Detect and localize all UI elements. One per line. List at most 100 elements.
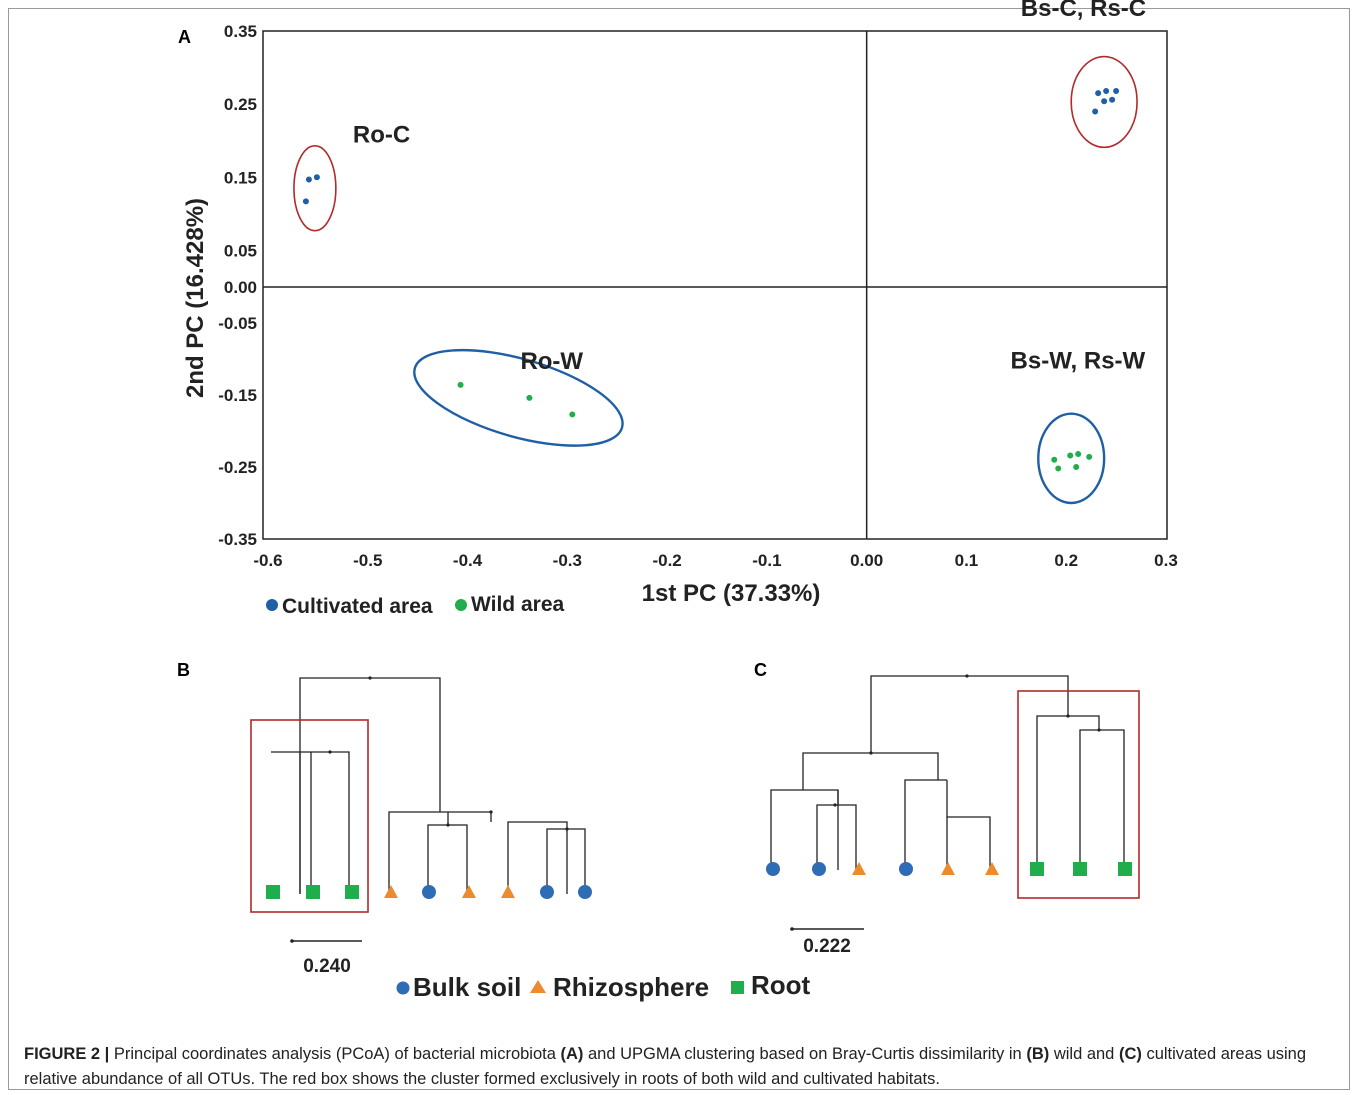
leaf-bulk-soil-marker xyxy=(899,862,913,876)
data-point xyxy=(1067,452,1074,459)
cluster-ellipse xyxy=(1037,412,1106,505)
cluster-labels: Ro-C Bs-C, Rs-C Ro-W Bs-W, Rs-W xyxy=(353,0,1146,375)
leaf-rhizosphere-marker xyxy=(384,885,398,898)
dendrogram-branch xyxy=(300,751,350,894)
legend-root-marker xyxy=(731,981,744,994)
data-point xyxy=(1092,108,1099,115)
legend-bulk-soil-label: Bulk soil xyxy=(413,972,521,1002)
data-point xyxy=(1086,453,1093,460)
dendrogram-node xyxy=(833,803,837,807)
leaf-bulk-soil-marker xyxy=(766,862,780,876)
dendrogram-branch xyxy=(546,828,586,894)
cluster-label: Ro-C xyxy=(353,121,410,148)
dendrogram-legend: Bulk soil Rhizosphere Root xyxy=(396,970,811,1002)
cluster-ellipse xyxy=(1070,55,1138,149)
data-point xyxy=(305,176,312,183)
data-point xyxy=(1073,464,1080,470)
y-tick-label: 0.05 xyxy=(224,241,257,260)
dendrogram-branch xyxy=(271,751,301,894)
leaf-bulk-soil-marker xyxy=(540,885,554,899)
legend-rhizosphere-marker xyxy=(530,980,546,993)
dendrogram-node xyxy=(965,674,969,678)
panel-a-letter: A xyxy=(178,27,191,47)
dendrogram-b-branches xyxy=(271,676,586,894)
y-tick-label: -0.25 xyxy=(218,458,257,477)
dendrogram-branch xyxy=(870,675,1069,753)
scale-label-c: 0.222 xyxy=(803,936,851,957)
x-tick-label: 0.2 xyxy=(1054,551,1078,570)
caption-text-4: cultivated areas using relative abundanc… xyxy=(24,1045,1307,1088)
y-tick-label: -0.05 xyxy=(218,314,257,333)
data-point xyxy=(1113,87,1120,94)
data-point xyxy=(569,411,576,418)
caption-text-1: Principal coordinates analysis (PCoA) of… xyxy=(109,1045,561,1063)
dendrogram-node xyxy=(446,823,450,827)
dendrogram-c-branches xyxy=(770,674,1125,870)
dendrogram-c-leaves xyxy=(766,862,1132,876)
data-point xyxy=(457,381,464,388)
leaf-rhizosphere-marker xyxy=(462,885,476,898)
panel-b-letter: B xyxy=(177,660,190,680)
dendrogram-branch xyxy=(802,752,939,790)
dendrogram-branch xyxy=(946,816,991,870)
pcoa-legend: Cultivated area Wild area xyxy=(266,593,564,618)
data-point xyxy=(526,394,533,401)
panel-a-pcoa: A -0.6 -0.5 -0.4 -0.3 -0.2 -0.1 0.00 0.1 0.2 0.3 0… xyxy=(178,0,1178,618)
x-tick-label: -0.1 xyxy=(752,551,781,570)
panel-b-dendrogram-wild: B 0.240 xyxy=(177,660,592,977)
leaf-root-marker xyxy=(345,885,359,899)
caption-ref-b: (B) xyxy=(1026,1045,1050,1063)
dendrogram-node xyxy=(1097,728,1101,732)
legend-root-label: Root xyxy=(751,970,811,1000)
caption-ref-a: (A) xyxy=(560,1045,584,1063)
leaf-root-marker xyxy=(306,885,320,899)
y-tick-label: 0.00 xyxy=(224,278,257,297)
cluster-label: Bs-W, Rs-W xyxy=(1011,347,1146,374)
caption-ref-c: (C) xyxy=(1118,1045,1142,1063)
legend-bulk-soil-marker xyxy=(396,981,410,995)
leaf-rhizosphere-marker xyxy=(941,862,955,875)
plot-area-border xyxy=(262,30,1168,540)
x-tick-label: 0.1 xyxy=(955,551,979,570)
data-point xyxy=(1095,90,1102,97)
leaf-root-marker xyxy=(1030,862,1044,876)
data-point xyxy=(1051,456,1058,463)
scale-label-b: 0.240 xyxy=(303,956,351,977)
leaf-bulk-soil-marker xyxy=(422,885,436,899)
dendrogram-b-leaves xyxy=(266,885,592,899)
dendrogram-branch xyxy=(816,804,857,870)
leaf-bulk-soil-marker xyxy=(812,862,826,876)
dendrogram-branch xyxy=(299,677,441,894)
x-tick-label: -0.6 xyxy=(253,551,282,570)
cluster-ellipse xyxy=(413,348,624,447)
legend-cultivated-marker xyxy=(266,599,278,611)
figure-frame xyxy=(8,8,1350,1090)
leaf-rhizosphere-marker xyxy=(501,885,515,898)
root-cluster-box-c xyxy=(1017,690,1140,899)
data-point xyxy=(313,174,320,181)
data-point xyxy=(1101,98,1108,105)
y-tick-label: 0.15 xyxy=(224,168,257,187)
x-tick-label: -0.5 xyxy=(353,551,382,570)
dendrogram-node xyxy=(368,676,372,680)
scale-bar-b: 0.240 xyxy=(290,939,362,977)
y-tick-label: 0.25 xyxy=(224,95,257,114)
dendrogram-node xyxy=(328,750,332,754)
dendrogram-node xyxy=(565,827,569,831)
cluster-ellipse xyxy=(293,145,337,232)
dendrogram-branch xyxy=(770,789,839,870)
dendrogram-branch xyxy=(388,811,491,894)
data-point xyxy=(302,198,309,205)
pcoa-axes: -0.6 -0.5 -0.4 -0.3 -0.2 -0.1 0.00 0.1 0.2 0.3 0.3… xyxy=(218,22,1178,570)
legend-wild-marker xyxy=(455,599,467,611)
dendrogram-node xyxy=(869,751,873,755)
y-tick-label: 0.35 xyxy=(224,22,257,41)
scale-bar-c: 0.222 xyxy=(790,927,864,957)
cluster-label: Bs-C, Rs-C xyxy=(1021,0,1146,22)
leaf-root-marker xyxy=(1073,862,1087,876)
caption-text-3: wild and xyxy=(1049,1045,1119,1063)
dendrogram-branch xyxy=(904,779,947,870)
data-point xyxy=(1103,87,1110,94)
dendrogram-branch xyxy=(1079,729,1125,870)
